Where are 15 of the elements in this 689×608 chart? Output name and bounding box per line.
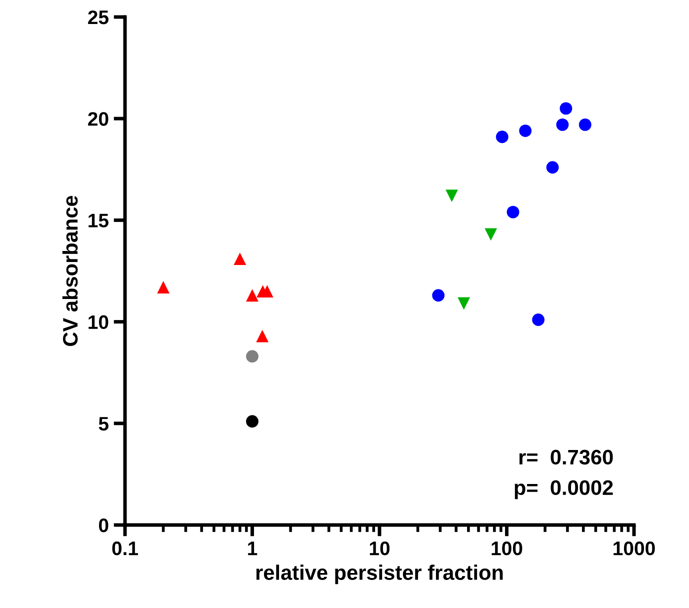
y-tick-label: 15 (88, 214, 108, 228)
x-tick-label: 100 (492, 541, 522, 556)
y-tick-label: 10 (88, 315, 108, 330)
annotation: r= 0.7360 (519, 450, 613, 465)
x-tick-label: 10 (370, 541, 390, 556)
annotation: p= 0.0002 (514, 480, 613, 500)
y-tick-label: 5 (98, 417, 108, 431)
x-axis-title: relative persister fraction (256, 564, 503, 584)
y-tick-label: 0 (98, 518, 108, 532)
x-tick-label: 0.1 (112, 541, 138, 556)
y-axis-title: CV absorbance (62, 196, 78, 346)
x-tick-label: 1000 (614, 541, 655, 556)
x-tick-label: 1 (248, 542, 258, 556)
y-tick-label: 25 (88, 10, 108, 24)
y-tick-label: 20 (88, 112, 108, 126)
